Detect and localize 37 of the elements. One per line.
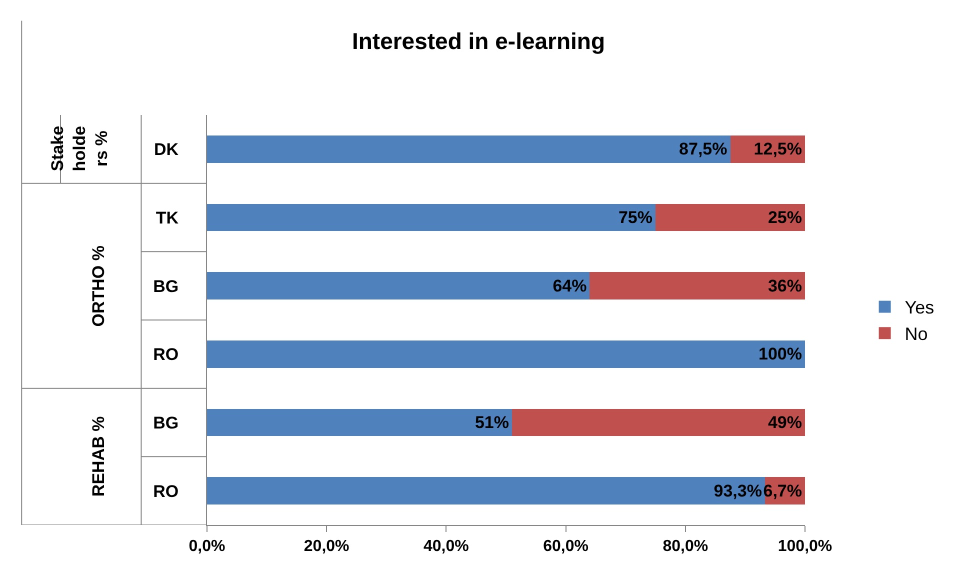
bar bbox=[207, 477, 765, 504]
bar bbox=[207, 408, 512, 436]
x-tick-label: 60,0% bbox=[543, 538, 588, 556]
text: REHAB % bbox=[89, 416, 108, 497]
x-tick-label: 100,0% bbox=[778, 538, 832, 556]
data-label: 100% bbox=[758, 344, 802, 364]
bar bbox=[656, 204, 805, 232]
data-label: 75% bbox=[618, 208, 652, 227]
data-label: 93,3% bbox=[714, 481, 762, 500]
bar bbox=[207, 340, 805, 368]
legend-label: No bbox=[904, 324, 928, 344]
y-tick-label: RO bbox=[153, 482, 179, 501]
text: ORTHO % bbox=[89, 245, 108, 327]
data-label: 12,5% bbox=[754, 140, 802, 159]
data-label: 25% bbox=[768, 208, 802, 227]
bar bbox=[207, 136, 730, 163]
text: Stake holde rs % bbox=[48, 126, 112, 172]
data-label: 64% bbox=[552, 276, 587, 296]
x-tick-label: 40,0% bbox=[424, 538, 469, 556]
bar bbox=[207, 204, 656, 232]
y-tick-label: BG bbox=[153, 413, 179, 432]
chart-title: Interested in e-learning bbox=[352, 28, 606, 54]
y-tick-label: DK bbox=[154, 140, 180, 160]
y-tick-label: BG bbox=[153, 276, 179, 296]
x-tick-label: 20,0% bbox=[304, 538, 350, 556]
data-label: 51% bbox=[474, 413, 509, 432]
legend-label: Yes bbox=[904, 298, 934, 318]
data-label: 87,5% bbox=[679, 140, 728, 159]
bar bbox=[590, 272, 805, 300]
y-tick-label: TK bbox=[156, 208, 180, 228]
data-label: 49% bbox=[768, 413, 802, 432]
bar bbox=[207, 272, 590, 300]
y-tick-label: RO bbox=[153, 345, 179, 364]
data-label: 36% bbox=[768, 276, 802, 296]
x-tick-label: 0,0% bbox=[188, 538, 226, 556]
x-tick-label: 80,0% bbox=[662, 538, 708, 556]
bar bbox=[512, 408, 805, 436]
